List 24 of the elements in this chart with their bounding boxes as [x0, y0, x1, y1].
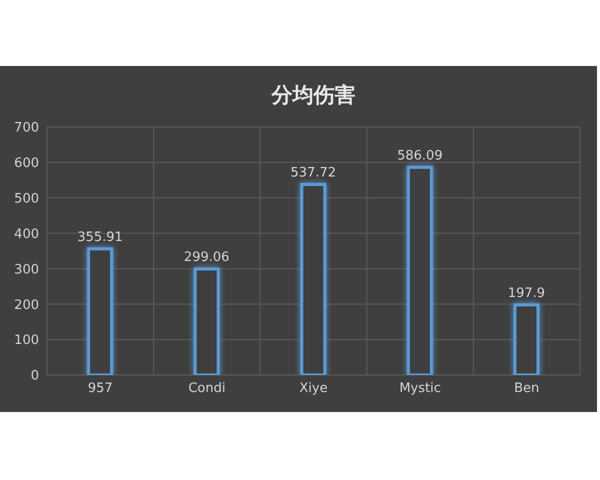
x-tick-label: Condi — [188, 381, 226, 396]
bar — [406, 166, 433, 375]
chart-title: 分均伤害 — [270, 82, 356, 108]
x-tick-label: Ben — [514, 381, 540, 396]
data-label: 299.06 — [184, 250, 230, 266]
y-tick-label: 100 — [14, 333, 39, 348]
bar — [194, 268, 220, 375]
data-label: 355.91 — [77, 230, 123, 245]
data-label: 197.9 — [508, 286, 546, 301]
y-tick-label: 300 — [14, 262, 39, 278]
y-tick-label: 600 — [14, 156, 39, 172]
x-tick-label: Mystic — [399, 381, 441, 396]
y-tick-label: 500 — [14, 191, 39, 206]
y-tick-label: 200 — [14, 298, 39, 313]
y-tick-label: 700 — [14, 120, 39, 136]
data-label: 537.72 — [290, 165, 336, 180]
x-tick-label: 957 — [88, 381, 113, 396]
bar — [300, 182, 326, 375]
y-tick-label: 400 — [14, 226, 39, 242]
bar — [513, 303, 540, 375]
x-tick-label: Xiye — [299, 381, 328, 396]
y-tick-label: 0 — [30, 368, 39, 384]
data-label: 586.09 — [397, 148, 443, 164]
bar — [87, 247, 114, 375]
